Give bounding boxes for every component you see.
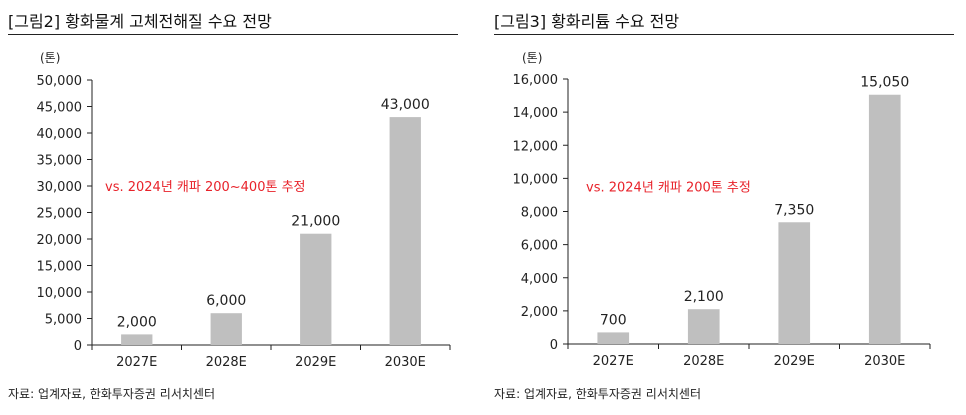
bar [687, 309, 720, 344]
bar-value-label: 2,000 [117, 314, 157, 330]
bar [121, 334, 153, 345]
bar [300, 233, 332, 345]
y-tick-label: 30,000 [37, 180, 83, 195]
bar-value-label: 2,100 [684, 289, 724, 305]
y-tick-label: 0 [550, 338, 558, 353]
y-tick-label: 45,000 [37, 101, 83, 116]
x-tick-label: 2029E [774, 354, 815, 369]
y-tick-label: 25,000 [37, 207, 83, 222]
x-tick-label: 2030E [385, 355, 426, 370]
x-tick-label: 2027E [116, 355, 157, 370]
y-axis-unit-label: (톤) [40, 51, 60, 65]
title-divider [494, 34, 954, 35]
y-tick-label: 20,000 [37, 233, 83, 248]
bar [597, 332, 630, 344]
bar-chart-sulfide-electrolyte: (톤) 0 5,000 10,000 15,000 20,000 25,000 30,000 3… [37, 51, 451, 370]
source-note: 자료: 업계자료, 한화투자증권 리서치센터 [494, 387, 701, 401]
chart-panel-sulfide-electrolyte: [그림2] 황화물계 고체전해질 수요 전망 (톤) 0 5,000 10,000 15… [0, 0, 474, 415]
y-tick-label: 8,000 [521, 206, 558, 221]
bar-value-label: 43,000 [381, 97, 430, 113]
x-tick-label: 2027E [593, 354, 634, 369]
y-tick-label: 6,000 [521, 239, 558, 254]
x-tick-label: 2029E [295, 355, 336, 370]
capacity-annotation: vs. 2024년 캐파 200톤 추정 [586, 181, 751, 196]
x-tick-label: 2028E [683, 354, 724, 369]
y-tick-label: 0 [74, 339, 82, 354]
y-tick-label: 12,000 [513, 139, 559, 154]
y-tick-label: 15,000 [37, 260, 83, 275]
y-axis-unit-label: (톤) [522, 51, 542, 65]
bar-value-label: 7,350 [774, 202, 814, 218]
y-tick-label: 2,000 [521, 305, 558, 320]
y-tick-label: 4,000 [521, 272, 558, 287]
chart-panel-lithium-sulfide: [그림3] 황화리튬 수요 전망 (톤) 0 2,000 4,000 6,000 8,00… [486, 0, 966, 415]
bar [868, 94, 901, 344]
bar-value-label: 700 [600, 312, 627, 328]
y-tick-label: 10,000 [37, 286, 83, 301]
chart-title: [그림2] 황화물계 고체전해질 수요 전망 [8, 12, 272, 31]
source-note: 자료: 업계자료, 한화투자증권 리서치센터 [8, 387, 215, 401]
bar [389, 117, 421, 345]
bar [210, 313, 242, 345]
y-tick-label: 10,000 [513, 172, 559, 187]
x-tick-label: 2030E [864, 354, 905, 369]
capacity-annotation: vs. 2024년 캐파 200~400톤 추정 [105, 180, 306, 195]
title-divider [8, 34, 458, 35]
bar-value-label: 21,000 [291, 214, 340, 230]
bar-value-label: 6,000 [206, 293, 246, 309]
y-tick-label: 50,000 [37, 74, 83, 89]
y-tick-label: 14,000 [513, 106, 559, 121]
chart-title: [그림3] 황화리튬 수요 전망 [494, 12, 680, 31]
bar-value-label: 15,050 [860, 75, 909, 91]
y-tick-label: 35,000 [37, 154, 83, 169]
y-tick-label: 5,000 [45, 313, 82, 328]
y-tick-label: 40,000 [37, 127, 83, 142]
x-tick-label: 2028E [206, 355, 247, 370]
bar [778, 222, 811, 344]
y-tick-label: 16,000 [513, 73, 559, 88]
bar-chart-lithium-sulfide: (톤) 0 2,000 4,000 6,000 8,000 10,000 12,000 14,0… [513, 51, 931, 369]
